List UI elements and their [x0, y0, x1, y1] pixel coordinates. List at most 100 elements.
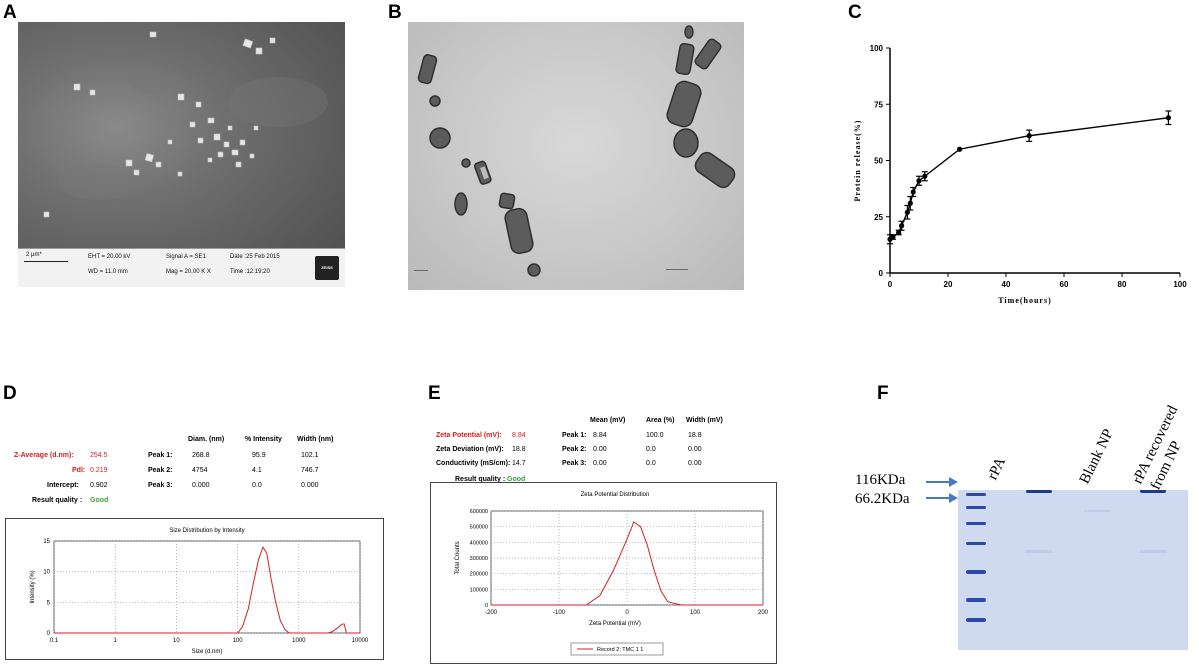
zeta-plot-frame: Zeta Potential Distribution -200 -100 0 100 2…	[430, 482, 777, 664]
tem-micrograph	[408, 22, 744, 290]
sem-scale-label: 2 µm*	[26, 252, 42, 258]
zeta-distribution-chart: Zeta Potential Distribution -200 -100 0 100 2…	[455, 492, 769, 656]
zeta-peak2-area: 0.0	[646, 446, 656, 453]
legend-label: Record 2: TMC 1 1	[597, 647, 643, 653]
marker-66kda: 66.2KDa	[855, 491, 910, 507]
zeta-peak3-area: 0.0	[646, 460, 656, 467]
y-axis-label: Total Counts	[455, 541, 461, 574]
y-tick-label: 500000	[470, 525, 488, 531]
zeta-header-area: Area (%)	[646, 417, 675, 424]
y-tick-label: 15	[43, 539, 50, 545]
dls-zavg-label: Z-Average (d.nm):	[14, 452, 74, 459]
marker-116kda: 116KDa	[855, 472, 906, 488]
x-axis-label: Zeta Potential (mV)	[589, 621, 641, 627]
y-tick-label: 50	[874, 157, 883, 166]
dls-header-diam: Diam. (nm)	[188, 436, 225, 443]
zeta-peak3-label: Peak 3:	[562, 460, 587, 467]
data-point	[957, 146, 963, 152]
dls-peak3-intensity: 0.0	[252, 482, 262, 489]
dls-peak1-width: 102.1	[301, 452, 319, 459]
y-tick-label: 10	[43, 570, 50, 576]
dls-intercept-label: Intercept:	[47, 482, 79, 489]
dls-peak2-label: Peak 2:	[148, 467, 173, 474]
panel-letter-e: E	[428, 383, 441, 404]
y-axis-label: Intensity (%)	[30, 570, 36, 603]
panel-letter-d: D	[3, 383, 17, 404]
sem-info-bar: 2 µm* EHT = 20.00 kV WD = 11.0 mm Signal…	[18, 248, 345, 287]
dls-intercept-value: 0.902	[90, 482, 108, 489]
panel-letter-b: B	[388, 2, 402, 23]
y-tick-label: 400000	[470, 540, 488, 546]
y-tick-label: 25	[874, 213, 883, 222]
y-axis-label: Protein release(%)	[853, 120, 862, 202]
data-point	[899, 223, 905, 229]
dls-peak1-intensity: 95.9	[252, 452, 266, 459]
x-tick-label: 80	[1118, 280, 1127, 289]
zeta-potential-value: 8.84	[512, 432, 526, 439]
sem-micrograph: 2 µm* EHT = 20.00 kV WD = 11.0 mm Signal…	[18, 22, 345, 287]
plot-area	[53, 540, 361, 634]
x-tick-label: 1000	[292, 638, 306, 644]
data-point	[910, 189, 916, 195]
dls-header-intensity: % Intensity	[245, 436, 282, 443]
y-tick-label: 75	[874, 100, 883, 109]
gel-bands	[966, 489, 1166, 622]
zeta-header-mean: Mean (mV)	[590, 417, 626, 424]
dls-peak3-label: Peak 3:	[148, 482, 173, 489]
dls-header-width: Width (nm)	[297, 436, 334, 443]
data-point	[1165, 115, 1171, 121]
dls-peak1-label: Peak 1:	[148, 452, 173, 459]
zeta-quality-value: Good	[507, 476, 526, 483]
panel-letter-f: F	[877, 383, 889, 404]
y-tick-label: 5	[47, 600, 51, 606]
data-point	[1026, 133, 1032, 139]
lane-label-rpa: rPA	[984, 455, 1010, 483]
y-tick-label: 300000	[470, 556, 488, 562]
data-point	[907, 200, 913, 206]
zeiss-logo: ZEISS	[315, 256, 339, 280]
data-point	[896, 229, 902, 236]
x-tick-label: 20	[944, 280, 953, 289]
x-tick-label: 10000	[352, 638, 369, 644]
zeta-peak3-mean: 0.00	[593, 460, 607, 467]
dls-peak2-diam: 4754	[192, 467, 208, 474]
data-point	[916, 178, 922, 184]
x-axis-label: Size (d.nm)	[192, 649, 223, 655]
dls-quality-label: Result quality :	[32, 497, 83, 504]
y-tick-label: 100	[870, 44, 884, 53]
x-tick-label: 200	[758, 610, 769, 616]
data-point	[890, 234, 896, 240]
dls-peak3-diam: 0.000	[192, 482, 210, 489]
zeta-potential-label: Zeta Potential (mV):	[436, 432, 502, 439]
tem-particles	[414, 25, 736, 277]
x-tick-label: 60	[1060, 280, 1069, 289]
zeta-peak1-width: 18.8	[688, 432, 702, 439]
sem-eht: EHT = 20.00 kV	[88, 254, 131, 260]
data-point	[904, 209, 910, 215]
x-tick-label: 100	[1173, 280, 1187, 289]
x-tick-label: -200	[485, 610, 498, 616]
dls-peak2-width: 746.7	[301, 467, 319, 474]
x-tick-label: 100	[690, 610, 701, 616]
sem-mag: Mag = 20.00 K X	[166, 269, 211, 275]
dls-zavg-value: 254.5	[90, 452, 108, 459]
zeta-conductivity-value: 14.7	[512, 460, 526, 467]
intensity-series-line	[54, 545, 360, 634]
x-axis-label: Time(hours)	[998, 296, 1052, 305]
zeta-conductivity-label: Conductivity (mS/cm):	[436, 460, 511, 467]
zeta-series-line	[491, 521, 763, 606]
release-chart: 0 25 50 75 100 0 20 40 60 80 100 Time(hours) Protein…	[853, 44, 1187, 305]
zeta-header-width: Width (mV)	[686, 417, 723, 424]
legend-box	[570, 642, 664, 656]
zeta-deviation-label: Zeta Deviation (mV):	[436, 446, 504, 453]
y-tick-label: 0	[485, 603, 488, 609]
zeta-peak3-width: 0.00	[688, 460, 702, 467]
x-tick-label: 100	[233, 638, 244, 644]
x-tick-label: 1	[114, 638, 118, 644]
sem-wd: WD = 11.0 mm	[88, 269, 128, 275]
panel-letter-c: C	[848, 2, 862, 23]
chart-title: Zeta Potential Distribution	[581, 492, 650, 498]
dls-quality-value: Good	[90, 497, 109, 504]
sem-crystals	[43, 31, 328, 218]
zeta-peak2-label: Peak 2:	[562, 446, 587, 453]
